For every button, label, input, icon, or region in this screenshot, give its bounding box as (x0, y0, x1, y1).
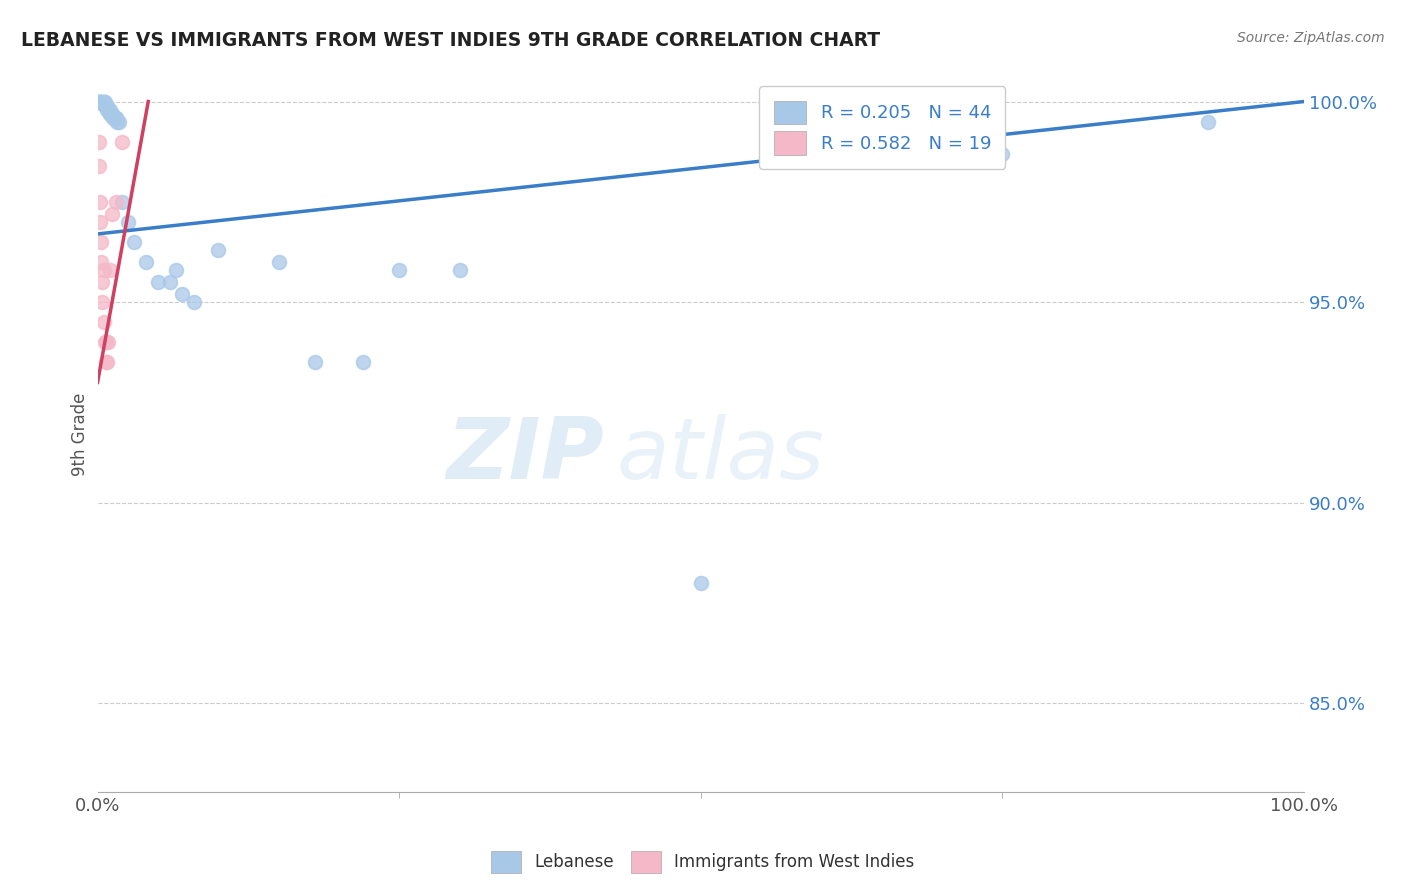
Point (104, 111, 127, 125)
Point (90, 235, 112, 249)
Text: atlas: atlas (616, 415, 824, 498)
Text: LEBANESE VS IMMIGRANTS FROM WEST INDIES 9TH GRADE CORRELATION CHART: LEBANESE VS IMMIGRANTS FROM WEST INDIES … (21, 31, 880, 50)
Point (96, 355, 118, 369)
Point (94, 335, 117, 350)
Point (87, 135, 110, 149)
Point (449, 263, 471, 277)
Point (98, 103, 121, 117)
Point (108, 114, 131, 128)
Point (91, 295, 114, 310)
Point (93, 315, 115, 329)
Point (89, 95, 111, 109)
Legend: Lebanese, Immigrants from West Indies: Lebanese, Immigrants from West Indies (485, 845, 921, 880)
Point (93, 95, 115, 109)
Point (170, 287, 193, 301)
Point (159, 275, 181, 289)
Point (1197, 114, 1219, 128)
Point (91, 275, 114, 289)
Point (96, 103, 118, 117)
Point (267, 255, 290, 269)
Point (111, 135, 134, 149)
Point (89, 194, 111, 209)
Point (101, 207, 124, 221)
Point (352, 355, 374, 369)
Point (90, 255, 112, 269)
Point (122, 235, 145, 249)
Point (98, 263, 121, 277)
Point (94, 98, 117, 112)
Point (93, 263, 115, 277)
Point (104, 111, 127, 125)
Point (87, 95, 110, 109)
Text: Source: ZipAtlas.com: Source: ZipAtlas.com (1237, 31, 1385, 45)
Point (183, 295, 205, 310)
Point (165, 263, 187, 277)
Point (97, 335, 120, 350)
Point (304, 355, 326, 369)
Point (91, 95, 114, 109)
Point (94, 355, 117, 369)
Point (991, 146, 1014, 161)
Point (101, 106, 124, 120)
Text: ZIP: ZIP (447, 415, 605, 498)
Point (117, 215, 139, 229)
Point (94, 98, 117, 112)
Y-axis label: 9th Grade: 9th Grade (72, 392, 89, 476)
Point (94, 95, 117, 109)
Point (87, 95, 110, 109)
Point (388, 263, 411, 277)
Point (90, 95, 112, 109)
Point (101, 106, 124, 120)
Point (105, 114, 128, 128)
Point (103, 111, 125, 125)
Point (146, 275, 169, 289)
Point (89, 95, 111, 109)
Point (98, 106, 121, 120)
Point (89, 215, 111, 229)
Point (90, 95, 112, 109)
Point (135, 255, 157, 269)
Point (97, 103, 120, 117)
Point (104, 194, 127, 209)
Point (94, 335, 117, 350)
Point (689, 576, 711, 591)
Point (96, 98, 118, 112)
Point (87, 95, 110, 109)
Point (87, 159, 110, 173)
Point (111, 194, 134, 209)
Legend: R = 0.205   N = 44, R = 0.582   N = 19: R = 0.205 N = 44, R = 0.582 N = 19 (759, 87, 1005, 169)
Point (98, 106, 121, 120)
Point (93, 95, 115, 109)
Point (207, 243, 229, 257)
